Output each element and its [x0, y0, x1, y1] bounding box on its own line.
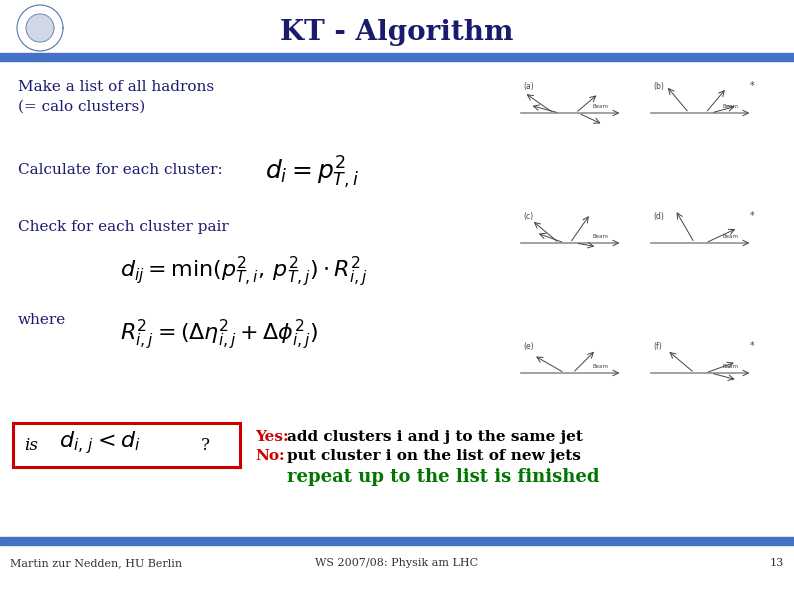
Text: add clusters i and j to the same jet: add clusters i and j to the same jet	[287, 430, 583, 444]
Text: where: where	[18, 313, 66, 327]
Text: WS 2007/08: Physik am LHC: WS 2007/08: Physik am LHC	[315, 558, 479, 568]
Text: No:: No:	[255, 449, 284, 463]
Text: *: *	[750, 340, 754, 350]
Text: Beam: Beam	[723, 104, 738, 109]
Text: (f): (f)	[653, 342, 662, 350]
Text: Beam: Beam	[592, 104, 608, 109]
Text: (c): (c)	[523, 211, 534, 221]
Bar	[0, 53, 794, 61]
Text: put cluster i on the list of new jets: put cluster i on the list of new jets	[287, 449, 581, 463]
Text: (a): (a)	[523, 82, 534, 90]
Text: 13: 13	[769, 558, 784, 568]
Text: is: is	[24, 437, 38, 453]
Text: $R_{i,j}^{2} = (\Delta\eta_{i,j}^{2} + \Delta\phi_{i,j}^{2})$: $R_{i,j}^{2} = (\Delta\eta_{i,j}^{2} + \…	[120, 318, 318, 352]
Text: *: *	[750, 80, 754, 90]
Bar	[0, 537, 794, 545]
Text: $d_{i,\,j} < d_i$: $d_{i,\,j} < d_i$	[59, 430, 141, 456]
Text: (d): (d)	[653, 211, 664, 221]
Circle shape	[26, 14, 54, 42]
Text: Beam: Beam	[592, 364, 608, 369]
Text: *: *	[750, 211, 754, 221]
Text: KT - Algorithm: KT - Algorithm	[280, 20, 514, 46]
FancyBboxPatch shape	[13, 423, 240, 467]
Text: Check for each cluster pair: Check for each cluster pair	[18, 220, 229, 234]
Text: Martin zur Nedden, HU Berlin: Martin zur Nedden, HU Berlin	[10, 558, 182, 568]
Text: (= calo clusters): (= calo clusters)	[18, 100, 145, 114]
Text: (b): (b)	[653, 82, 664, 90]
Text: $d_{ij} = \mathrm{min}(p_{T,i}^{2},\, p_{T,j}^{2}) \cdot R_{i,j}^{2}$: $d_{ij} = \mathrm{min}(p_{T,i}^{2},\, p_…	[120, 255, 368, 289]
Text: Beam: Beam	[592, 234, 608, 239]
Text: $d_i = p_{T,i}^{2}$: $d_i = p_{T,i}^{2}$	[265, 155, 360, 191]
Text: (e): (e)	[523, 342, 534, 350]
Text: ?: ?	[201, 437, 210, 453]
Text: repeat up to the list is finished: repeat up to the list is finished	[287, 468, 599, 486]
Text: Calculate for each cluster:: Calculate for each cluster:	[18, 163, 223, 177]
Text: Beam: Beam	[723, 234, 738, 239]
Text: Yes:: Yes:	[255, 430, 289, 444]
Text: Beam: Beam	[723, 364, 738, 369]
Text: Make a list of all hadrons: Make a list of all hadrons	[18, 80, 214, 94]
